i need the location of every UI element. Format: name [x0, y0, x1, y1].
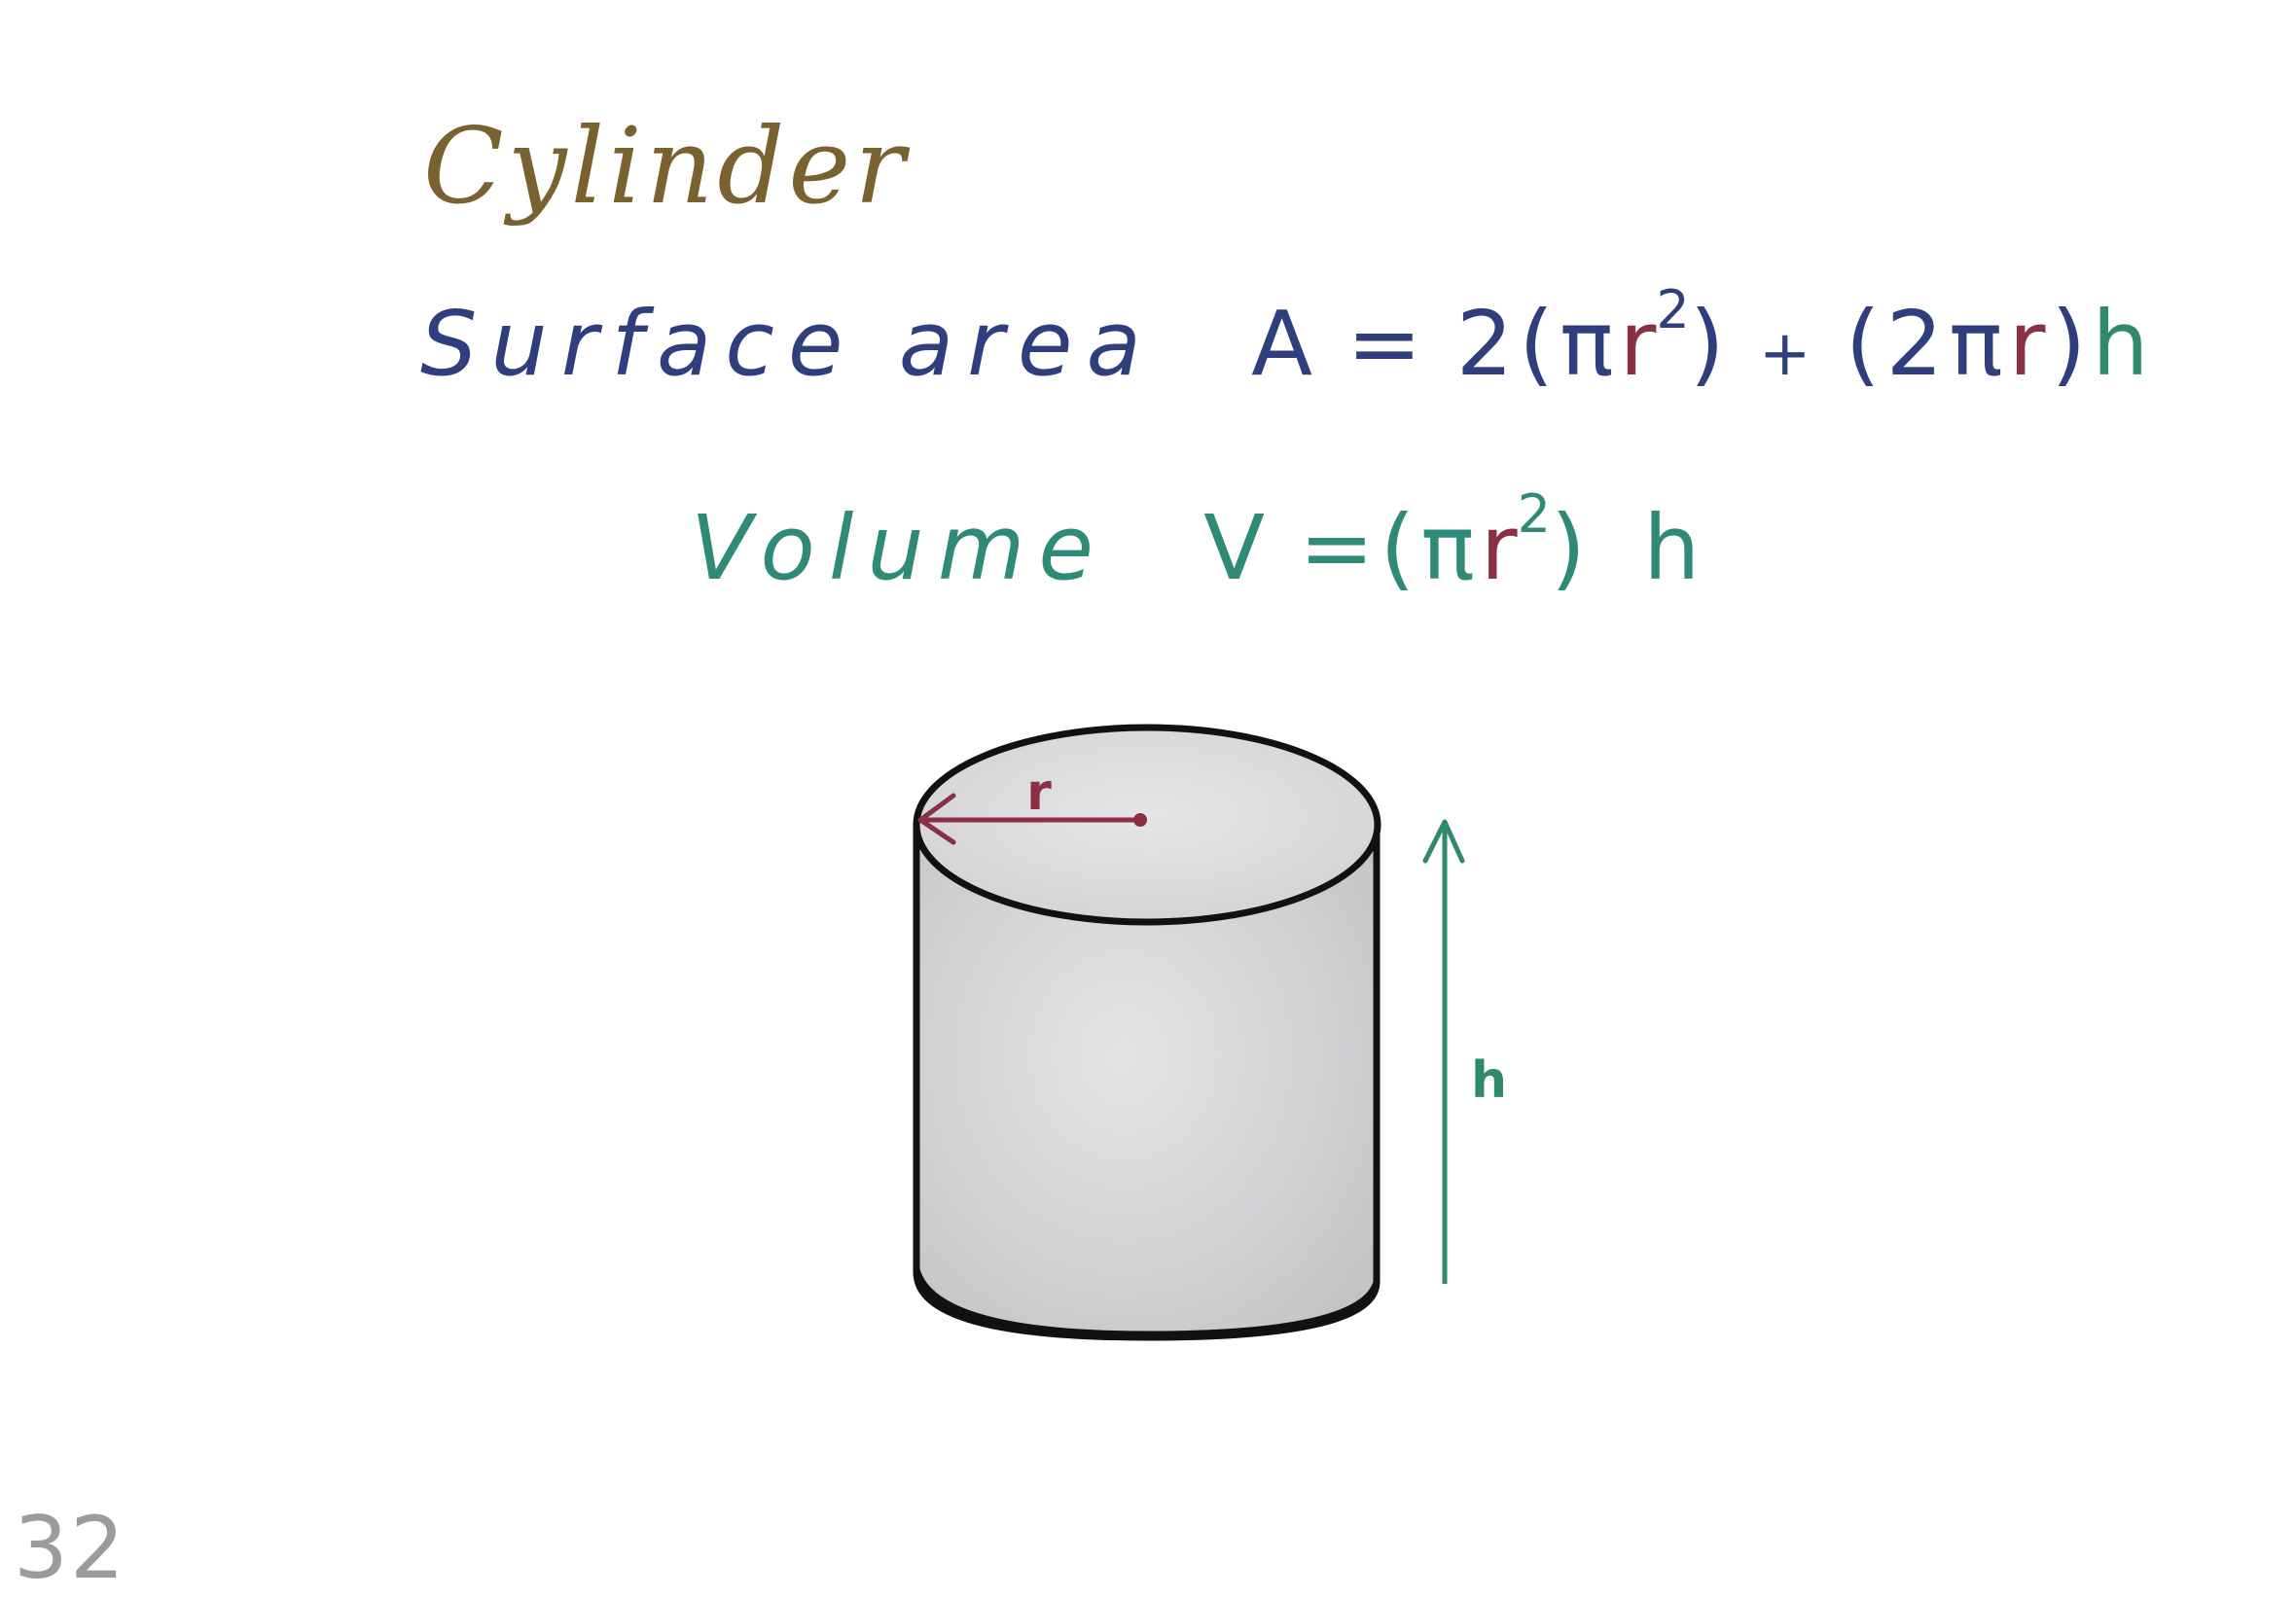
height-label: h — [1471, 1051, 1507, 1110]
volume-label: Volume — [691, 496, 1107, 600]
volume-exponent: 2 — [1517, 483, 1551, 545]
surface-area-radius-1: r — [1619, 292, 1663, 396]
surface-area-plus: + — [1758, 318, 1817, 390]
surface-area-pi-2: π — [1949, 292, 2009, 396]
surface-area-label: Surface area — [420, 292, 1155, 396]
surface-area-open-paren-1: ( — [1519, 292, 1561, 396]
radius-arrow — [917, 793, 1147, 845]
surface-area-pi-1: π — [1560, 292, 1620, 396]
volume-radius: r — [1480, 496, 1524, 600]
surface-area-coefficient-2: 2 — [1885, 292, 1950, 396]
surface-area-coefficient: 2 — [1455, 292, 1520, 396]
surface-area-radius-2: r — [2008, 292, 2052, 396]
cylinder-top — [913, 724, 1381, 926]
volume-height: h — [1643, 496, 1706, 600]
height-arrow — [1422, 819, 1465, 1284]
volume-open-paren: ( — [1380, 496, 1421, 600]
volume-formula: Volume V =(πr2) h — [691, 488, 1705, 593]
cylinder-bottom-edge — [913, 1267, 1381, 1338]
page-number: 32 — [14, 1498, 126, 1598]
volume-close-paren: ) — [1550, 496, 1592, 600]
surface-area-formula: Surface area A = 2(πr2) + (2πr)h — [420, 284, 2155, 389]
surface-area-close-paren-2: ) — [2051, 292, 2093, 396]
surface-area-equals: = — [1346, 292, 1428, 396]
surface-area-open-paren-2: ( — [1845, 292, 1886, 396]
surface-area-close-paren-1: ) — [1689, 292, 1731, 396]
volume-equals: = — [1299, 496, 1381, 600]
surface-area-height: h — [2092, 292, 2155, 396]
page-title: Cylinder — [423, 106, 909, 228]
volume-lhs: V — [1203, 496, 1272, 600]
volume-pi: π — [1420, 496, 1481, 600]
surface-area-exponent: 2 — [1656, 279, 1690, 340]
surface-area-lhs: A — [1251, 292, 1319, 396]
radius-label: r — [1026, 763, 1052, 822]
